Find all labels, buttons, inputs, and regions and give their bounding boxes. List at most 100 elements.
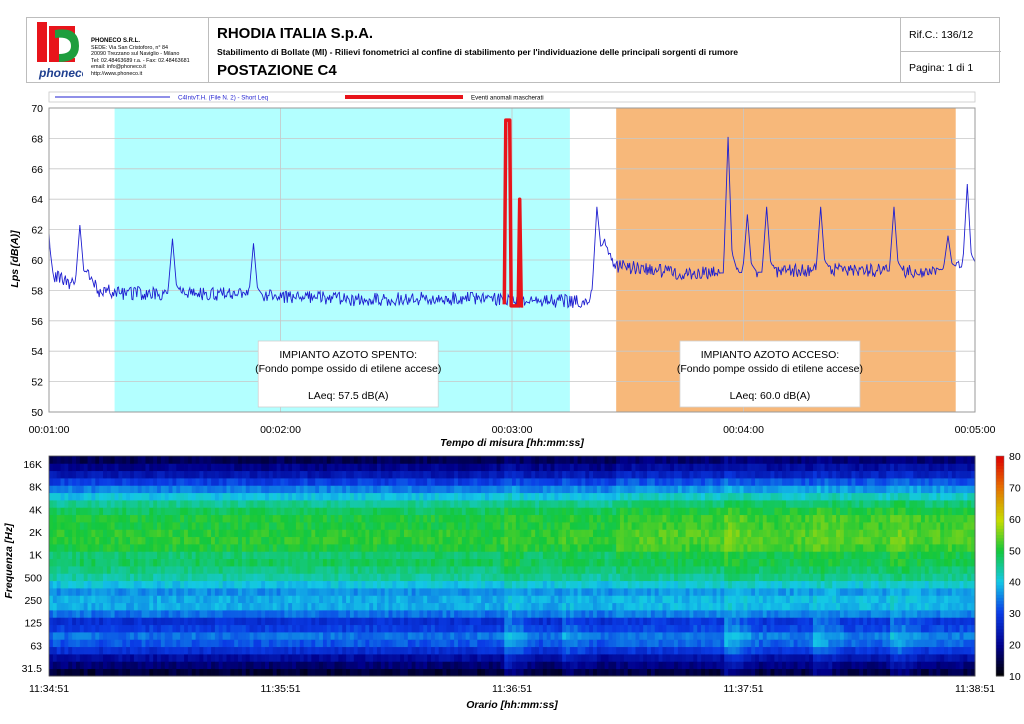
spectrogram-cell <box>126 595 131 604</box>
spectrogram-cell <box>207 536 212 545</box>
spectrogram-cell <box>442 463 447 472</box>
spectrogram-cell <box>442 470 447 479</box>
spectrogram-cell <box>369 639 374 648</box>
spectrogram-cell <box>650 544 656 552</box>
spectrogram-cell <box>639 610 644 618</box>
spectrogram-cell <box>546 617 551 626</box>
spectrogram-cell <box>573 632 578 640</box>
spectrogram-cell <box>330 470 335 479</box>
spectrogram-cell <box>380 500 386 508</box>
spectrogram-cell <box>392 558 397 567</box>
spectrogram-cell <box>596 580 602 589</box>
spectrogram-cell <box>411 463 416 472</box>
spectrogram-cell <box>450 514 455 523</box>
spectrogram-cell <box>376 463 382 472</box>
spectrogram-cell <box>191 507 197 516</box>
spectrogram-cell <box>515 544 521 552</box>
spectrogram-cell <box>153 500 158 508</box>
spectrogram-cell <box>423 566 428 574</box>
spectrogram-cell <box>272 463 278 472</box>
spectrogram-cell <box>585 544 590 552</box>
spectrogram-cell <box>666 617 671 626</box>
spectrogram-cell <box>400 646 405 655</box>
spectrogram-cell <box>519 492 524 501</box>
spectrogram-cell <box>400 580 405 589</box>
spectrogram-cell <box>581 500 586 508</box>
spectrogram-cell <box>346 478 351 486</box>
spectrogram-cell <box>230 632 235 640</box>
spectrogram-cell <box>427 544 432 552</box>
spectrogram-cell <box>361 522 366 530</box>
spectrogram-cell <box>234 580 239 589</box>
spectrogram-cell <box>272 566 278 574</box>
spectrogram-cell <box>234 617 239 626</box>
spectrogram-cell <box>415 536 420 545</box>
spectrogram-cell <box>496 536 501 545</box>
spectrogram-cell <box>311 470 316 479</box>
spectrogram-cell <box>295 588 301 596</box>
spectrogram-cell <box>268 639 274 648</box>
spectrogram-cell <box>95 610 100 618</box>
spectrogram-cell <box>535 551 540 560</box>
spectrogram-cell <box>361 654 366 662</box>
spectrogram-cell <box>662 610 667 618</box>
spectrogram-cell <box>268 617 274 626</box>
spectrogram-cell <box>257 544 262 552</box>
spectrogram-cell <box>396 558 401 567</box>
spectrogram-cell <box>326 661 332 670</box>
spectrogram-cell <box>145 654 150 662</box>
spectrogram-cell <box>527 544 532 552</box>
spectrogram-cell <box>427 492 432 501</box>
spectrogram-cell <box>461 514 467 523</box>
spectrogram-cell <box>319 514 324 523</box>
spectrogram-cell <box>118 544 123 552</box>
spectrogram-cell <box>569 544 575 552</box>
spectrogram-cell <box>627 639 633 648</box>
spectrogram-cell <box>157 624 162 633</box>
spectrogram-cell <box>342 536 347 545</box>
spectrogram-cell <box>392 507 397 516</box>
spectrogram-cell <box>180 514 185 523</box>
spectrogram-cell <box>384 536 389 545</box>
spectrogram-cell <box>411 514 416 523</box>
spectrogram-cell <box>380 661 386 670</box>
spectrogram-cell <box>677 632 683 640</box>
spectrogram-cell <box>539 551 544 560</box>
spectrogram-cell <box>222 470 227 479</box>
spectrogram-cell <box>203 558 208 567</box>
spectrogram-cell <box>149 529 154 538</box>
spectrogram-cell <box>184 646 189 655</box>
spectrogram-cell <box>276 566 281 574</box>
spectrogram-cell <box>195 456 200 464</box>
spectrogram-cell <box>654 617 660 626</box>
spectrogram-cell <box>199 544 204 552</box>
spectrogram-cell <box>535 566 540 574</box>
spectrogram-cell <box>334 617 339 626</box>
spectrogram-cell <box>488 624 494 633</box>
spectrogram-cell <box>593 595 598 604</box>
spectrogram-cell <box>319 456 324 464</box>
spectrogram-cell <box>303 588 308 596</box>
spectrogram-cell <box>76 654 81 662</box>
spectrogram-cell <box>361 573 366 582</box>
spectrogram-cell <box>400 639 405 648</box>
spectrogram-cell <box>249 602 254 611</box>
spectrogram-cell <box>681 654 687 662</box>
spectrogram-cell <box>531 580 536 589</box>
spectrogram-cell <box>168 580 173 589</box>
spectrogram-cell <box>396 500 401 508</box>
spectrogram-cell <box>627 573 633 582</box>
spectrogram-cell <box>342 522 347 530</box>
spectrogram-cell <box>280 456 285 464</box>
spectrogram-cell <box>627 610 633 618</box>
spectrogram-cell <box>87 470 92 479</box>
spectrogram-cell <box>222 654 227 662</box>
spectrogram-cell <box>106 478 112 486</box>
spectrogram-cell <box>214 492 220 501</box>
spectrogram-cell <box>64 646 69 655</box>
spectrogram-cell <box>234 551 239 560</box>
spectrogram-cell <box>338 610 343 618</box>
spectrogram-cell <box>334 602 339 611</box>
spectrogram-cell <box>272 646 278 655</box>
spectrogram-cell <box>49 470 54 479</box>
